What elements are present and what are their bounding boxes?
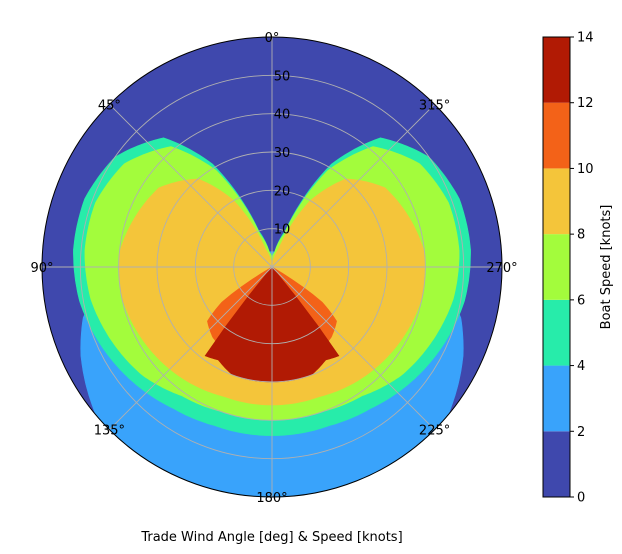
colorbar-tick-label: 2: [577, 425, 585, 440]
colorbar-tick-labels: 0 2 4 6 8 10 12 14: [570, 31, 594, 506]
radial-tick-labels: 10 20 30 40 50: [274, 69, 291, 237]
angle-tick-label: 180°: [256, 491, 287, 506]
angle-gridline: [109, 104, 273, 268]
colorbar-tick-label: 4: [577, 359, 585, 374]
angle-tick-label: 270°: [486, 261, 517, 276]
radial-tick-label: 20: [274, 184, 291, 199]
angle-tick-label: 135°: [94, 424, 125, 439]
polar-frame: [41, 36, 503, 498]
radial-tick-label: 10: [274, 223, 291, 238]
colorbar-tick-label: 8: [577, 228, 585, 243]
colorbar-segment: [543, 299, 570, 366]
angle-gridline: [109, 266, 273, 430]
angle-gridline: [271, 266, 435, 430]
colorbar-segment: [543, 365, 570, 432]
colorbar-tick-label: 12: [577, 96, 594, 111]
x-axis-label: Trade Wind Angle [deg] & Speed [knots]: [140, 530, 402, 545]
colorbar: [542, 36, 571, 498]
angle-tick-label: 0°: [265, 31, 280, 46]
colorbar-tick-label: 14: [577, 31, 594, 46]
angle-tick-labels: 0° 45° 90° 135° 180° 225° 270° 315°: [30, 31, 517, 506]
colorbar-segment: [543, 234, 570, 300]
angle-tick-label: 315°: [419, 98, 450, 113]
radial-tick-label: 40: [274, 108, 291, 123]
colorbar-segment: [543, 102, 570, 169]
colorbar-segment: [543, 37, 570, 103]
angle-tick-label: 45°: [98, 98, 121, 113]
angle-tick-label: 90°: [30, 261, 53, 276]
colorbar-tick-label: 10: [577, 162, 594, 177]
colorbar-tick-label: 0: [577, 491, 585, 506]
colorbar-segment: [543, 431, 570, 497]
colorbar-frame: [542, 36, 571, 498]
colorbar-tick-label: 6: [577, 293, 585, 308]
angle-gridline: [271, 104, 435, 268]
angle-tick-label: 225°: [419, 424, 450, 439]
colorbar-label: Boat Speed [knots]: [599, 205, 614, 330]
polar-grid: [42, 37, 502, 497]
radial-tick-label: 30: [274, 146, 291, 161]
colorbar-segment: [543, 168, 570, 235]
radial-tick-label: 50: [274, 69, 291, 84]
